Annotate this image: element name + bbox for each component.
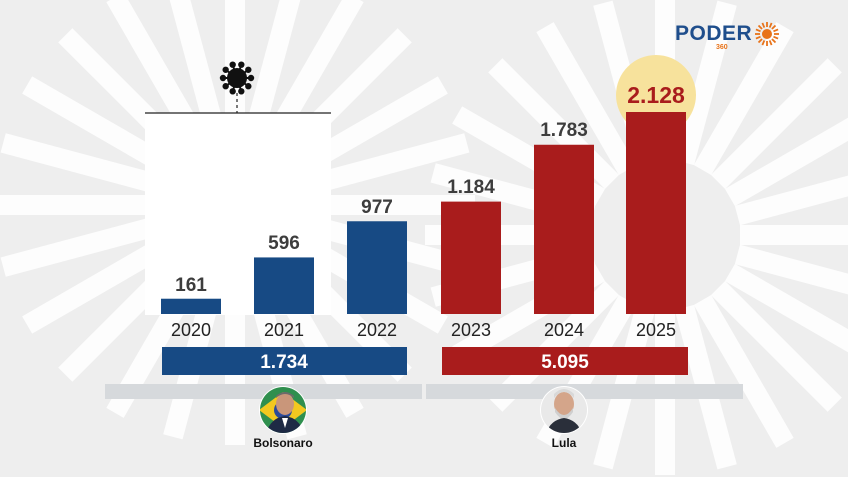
- sun-ray: [771, 24, 777, 30]
- sun-ray: [773, 35, 779, 40]
- value-label-2021: 596: [268, 233, 300, 254]
- sun-ray: [771, 38, 777, 44]
- virus-spike-tip: [219, 74, 227, 82]
- total-bar-lula: [442, 347, 688, 375]
- sun-ray: [769, 40, 773, 46]
- sunburst-ray: [734, 175, 848, 226]
- bar-2020: [161, 298, 221, 314]
- sunburst-ray: [734, 244, 848, 295]
- value-label-2025: 2.128: [627, 82, 685, 108]
- logo-text: PODER: [675, 22, 753, 45]
- logo-subtext: 360: [716, 44, 728, 51]
- sunburst-ray: [724, 263, 848, 353]
- year-label-2023: 2023: [451, 320, 491, 340]
- sun-ray: [761, 40, 766, 46]
- value-label-2020: 161: [175, 275, 207, 296]
- year-label-2020: 2020: [171, 320, 211, 340]
- sun-icon: [755, 22, 780, 46]
- sun-ray: [769, 22, 773, 28]
- sunburst-ray: [536, 22, 637, 176]
- virus-spike-tip: [222, 66, 229, 73]
- total-label-lula: 5.095: [541, 352, 589, 373]
- sun-ray: [773, 28, 779, 33]
- sun-ray: [761, 22, 766, 28]
- year-label-2021: 2021: [264, 320, 304, 340]
- sunburst-ray: [304, 133, 470, 196]
- president-name-bolsonaro: Bolsonaro: [253, 436, 312, 450]
- sunburst-ray: [0, 214, 166, 277]
- virus-spike-tip: [229, 61, 236, 68]
- bar-2023: [441, 201, 501, 314]
- bar-2021: [254, 257, 314, 314]
- bar-2025: [626, 112, 686, 314]
- sunburst-ray: [693, 22, 794, 176]
- year-label-2022: 2022: [357, 320, 397, 340]
- sunburst-ray: [0, 133, 166, 196]
- virus-spike-tip: [245, 83, 252, 90]
- year-label-2025: 2025: [636, 320, 676, 340]
- president-name-lula: Lula: [552, 436, 577, 450]
- sunburst-ray: [710, 280, 842, 412]
- sunburst-ray: [693, 294, 794, 448]
- value-label-2023: 1.184: [447, 177, 495, 198]
- year-label-2024: 2024: [544, 320, 584, 340]
- bar-2024: [534, 144, 594, 314]
- bar-2022: [347, 221, 407, 314]
- sunburst-ray: [244, 0, 301, 136]
- virus-spike-tip: [238, 61, 245, 68]
- value-label-2024: 1.783: [540, 120, 588, 141]
- virus-spike-tip: [238, 88, 245, 95]
- virus-spike-tip: [245, 66, 252, 73]
- virus-spike-tip: [229, 88, 236, 95]
- value-label-2022: 977: [361, 197, 393, 218]
- sun-ray: [755, 35, 762, 40]
- term-bar-lula: [426, 384, 743, 399]
- sun-ray: [758, 24, 763, 30]
- virus-spike-tip: [247, 74, 255, 82]
- term-bar-bolsonaro: [105, 384, 422, 399]
- total-label-bolsonaro: 1.734: [260, 352, 308, 373]
- avatar-lula: [540, 386, 588, 434]
- poder360-logo: PODER 360: [675, 22, 780, 56]
- sunburst-ray: [674, 0, 737, 166]
- avatar-bolsonaro: [259, 386, 307, 434]
- sun-ray: [755, 28, 762, 33]
- sunburst-ray: [710, 58, 842, 190]
- sunburst-ray: [169, 0, 226, 136]
- virus-icon: [219, 61, 255, 95]
- total-bar-bolsonaro: [162, 347, 407, 375]
- sunburst-ray: [724, 117, 848, 207]
- sun-ray: [758, 38, 763, 44]
- virus-spike-tip: [222, 83, 229, 90]
